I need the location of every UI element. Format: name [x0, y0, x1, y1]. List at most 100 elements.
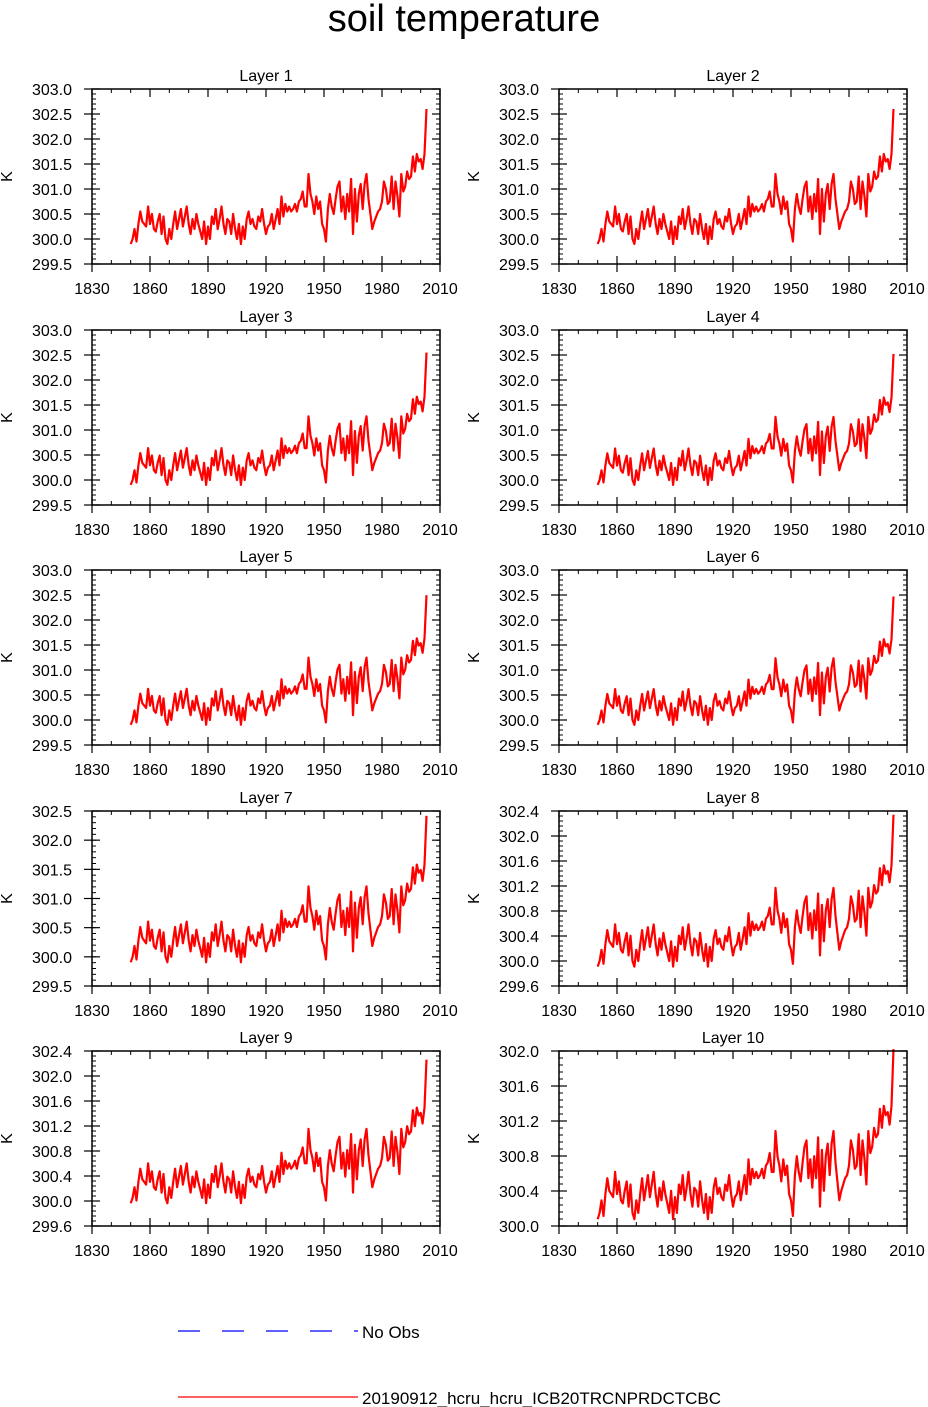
- x-tick-label: 1890: [190, 1243, 226, 1260]
- x-tick-label: 1950: [306, 1243, 342, 1260]
- y-tick-label: 300.0: [499, 713, 539, 730]
- x-tick-label: 1950: [306, 281, 342, 298]
- y-tick-label: 299.5: [32, 498, 72, 515]
- panel-title: Layer 10: [702, 1030, 764, 1047]
- model-series-line: [596, 353, 895, 486]
- x-tick-label: 1860: [132, 762, 168, 779]
- panel-4: Layer 4 299.5 300.0 300.5 301.0 301.5 302.0 302…: [466, 309, 925, 539]
- y-tick-label: 299.6: [499, 979, 539, 996]
- x-tick-label: 1830: [541, 762, 577, 779]
- y-tick-label: 303.0: [32, 323, 72, 340]
- y-tick-label: 300.5: [32, 448, 72, 465]
- y-tick-label: 302.0: [32, 373, 72, 390]
- x-tick-label: 1950: [773, 522, 809, 539]
- x-tick-label: 1890: [190, 281, 226, 298]
- y-tick-label: 302.0: [32, 1069, 72, 1086]
- y-tick-label: 301.6: [32, 1094, 72, 1111]
- x-tick-label: 1890: [657, 762, 693, 779]
- y-tick-label: 301.0: [32, 892, 72, 909]
- panel-title: Layer 4: [706, 309, 759, 326]
- y-tick-label: 301.2: [499, 1114, 539, 1131]
- y-tick-label: 300.0: [499, 1219, 539, 1236]
- x-tick-label: 1980: [831, 762, 867, 779]
- x-tick-label: 1920: [715, 522, 751, 539]
- y-tick-label: 300.4: [32, 1169, 72, 1186]
- y-axis-label: K: [466, 171, 483, 182]
- x-tick-label: 1890: [190, 1003, 226, 1020]
- x-tick-label: 1920: [248, 522, 284, 539]
- y-tick-label: 300.0: [32, 473, 72, 490]
- y-tick-label: 300.5: [499, 207, 539, 224]
- y-tick-label: 303.0: [32, 82, 72, 99]
- y-tick-label: 301.5: [499, 398, 539, 415]
- x-tick-label: 1860: [599, 1243, 635, 1260]
- y-tick-label: 300.0: [32, 1194, 72, 1211]
- x-tick-label: 2010: [422, 1243, 458, 1260]
- x-tick-label: 2010: [889, 1243, 925, 1260]
- panel-5: Layer 5 299.5 300.0 300.5 301.0 301.5 302.0 302…: [0, 549, 458, 779]
- x-tick-label: 1830: [541, 1003, 577, 1020]
- y-tick-label: 299.5: [32, 257, 72, 274]
- panel-title: Layer 5: [239, 549, 292, 566]
- y-tick-label: 302.0: [32, 833, 72, 850]
- y-tick-label: 301.6: [499, 854, 539, 871]
- y-tick-label: 301.5: [499, 157, 539, 174]
- panel-title: Layer 2: [706, 68, 759, 85]
- x-tick-label: 2010: [422, 522, 458, 539]
- x-tick-label: 1830: [74, 1243, 110, 1260]
- y-tick-label: 302.4: [499, 804, 539, 821]
- panel-title: Layer 1: [239, 68, 292, 85]
- y-tick-label: 302.5: [32, 348, 72, 365]
- legend: No Obs 20190912_hcru_hcru_ICB20TRCNPRDCTC…: [178, 1323, 721, 1407]
- y-tick-label: 301.5: [499, 638, 539, 655]
- panel-9: Layer 9 299.6 300.0 300.4 300.8 301.2 301.6 302…: [0, 1030, 458, 1260]
- plot-frame: [558, 329, 908, 506]
- y-axis-label: K: [0, 412, 16, 423]
- x-tick-label: 1830: [74, 1003, 110, 1020]
- x-tick-label: 1830: [541, 281, 577, 298]
- y-tick-label: 302.0: [499, 1044, 539, 1061]
- y-tick-label: 302.0: [32, 613, 72, 630]
- y-tick-label: 300.4: [499, 929, 539, 946]
- y-axis-label: K: [466, 412, 483, 423]
- y-tick-label: 301.5: [32, 862, 72, 879]
- y-tick-label: 300.8: [499, 1149, 539, 1166]
- y-tick-label: 300.5: [499, 688, 539, 705]
- model-series-line: [129, 815, 428, 964]
- x-tick-label: 1920: [715, 1243, 751, 1260]
- x-tick-label: 1950: [306, 762, 342, 779]
- x-tick-label: 1830: [74, 522, 110, 539]
- panel-title: Layer 6: [706, 549, 759, 566]
- legend-model-label: 20190912_hcru_hcru_ICB20TRCNPRDCTCBC: [362, 1389, 721, 1407]
- y-axis-label: K: [0, 893, 16, 904]
- plot-frame: [558, 810, 908, 987]
- x-tick-label: 1980: [364, 762, 400, 779]
- x-tick-label: 1920: [715, 281, 751, 298]
- y-tick-label: 302.0: [499, 132, 539, 149]
- y-tick-label: 303.0: [32, 563, 72, 580]
- y-tick-label: 300.5: [32, 207, 72, 224]
- y-tick-label: 302.0: [499, 373, 539, 390]
- y-axis-label: K: [466, 652, 483, 663]
- x-tick-label: 1890: [657, 1003, 693, 1020]
- x-tick-label: 1860: [599, 281, 635, 298]
- x-tick-label: 2010: [889, 522, 925, 539]
- y-tick-label: 301.5: [32, 638, 72, 655]
- y-tick-label: 302.0: [499, 829, 539, 846]
- model-series-line: [596, 596, 895, 726]
- model-series-line: [596, 108, 895, 246]
- y-axis-label: K: [0, 171, 16, 182]
- y-tick-label: 299.5: [32, 979, 72, 996]
- y-tick-label: 302.4: [32, 1044, 72, 1061]
- plot-frame: [558, 1050, 908, 1227]
- y-tick-label: 300.4: [499, 1184, 539, 1201]
- x-tick-label: 1830: [74, 281, 110, 298]
- y-tick-label: 303.0: [499, 82, 539, 99]
- x-tick-label: 1920: [248, 762, 284, 779]
- x-tick-label: 2010: [889, 281, 925, 298]
- plot-frame: [558, 88, 908, 265]
- x-tick-label: 2010: [889, 1003, 925, 1020]
- x-tick-label: 1860: [132, 281, 168, 298]
- x-tick-label: 1860: [599, 522, 635, 539]
